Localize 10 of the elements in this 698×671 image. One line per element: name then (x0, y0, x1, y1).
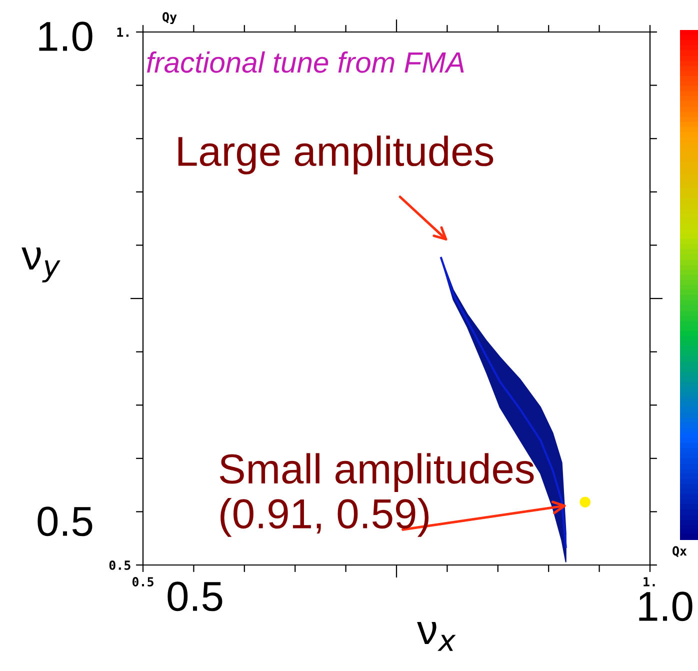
text: 1.0 (39, 22, 92, 52)
text: Qx (672, 546, 687, 558)
y-axis-title: ν$_{y}$ (22, 248, 60, 282)
text: 0.5 (38, 506, 92, 536)
text: 1.0 (639, 592, 692, 622)
annotation: Small amplitudes (0.91, 0.59) (220, 453, 534, 537)
text: Qy (162, 12, 177, 24)
annotation: fractional tune from FMA (146, 51, 464, 73)
annotation: Large amplitudes (178, 136, 494, 174)
x-axis-title: ν$_{x}$ (417, 622, 456, 651)
